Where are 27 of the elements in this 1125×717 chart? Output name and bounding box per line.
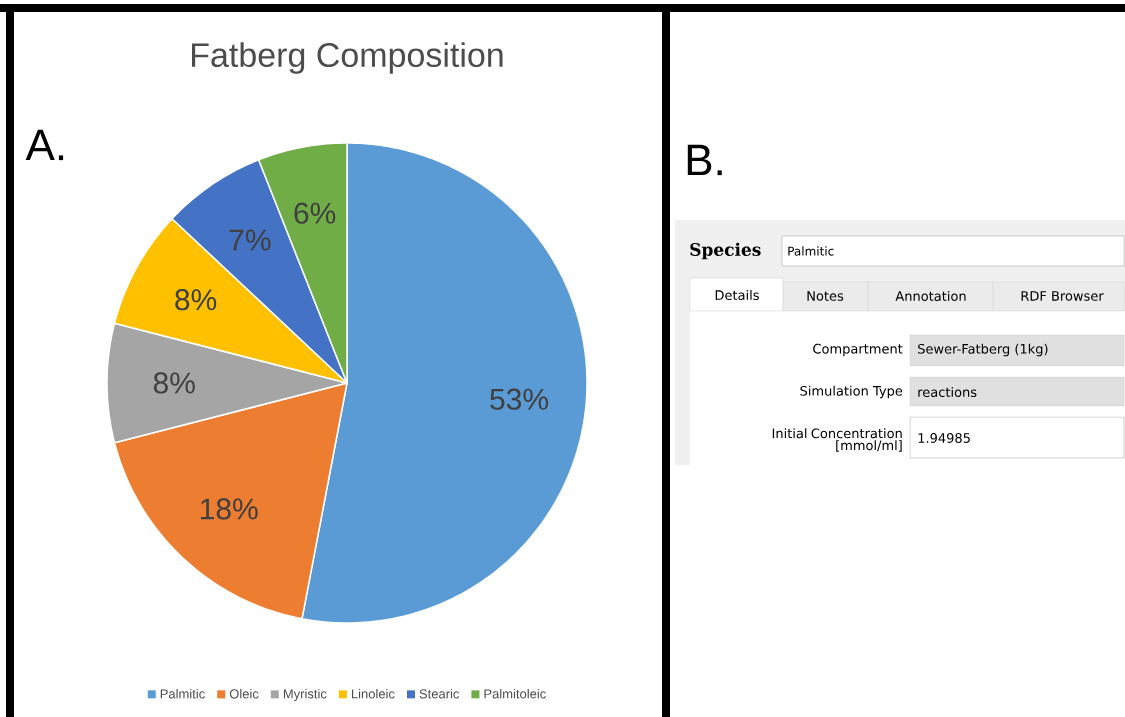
text: Simulation Type — [800, 385, 903, 399]
legend-label: Myristic — [283, 688, 327, 702]
legend-label: Stearic — [419, 688, 460, 699]
data-label: 53% — [490, 388, 548, 410]
data-label: 6% — [294, 202, 336, 224]
text: Initial Concentration [mmol/ml] — [772, 428, 902, 452]
text: B. — [687, 144, 722, 176]
legend-label: Oleic — [229, 688, 259, 699]
text: Notes — [807, 291, 844, 301]
text: Palmitic — [788, 246, 834, 256]
text: Species — [690, 242, 761, 260]
chart-title: Fatberg Composition — [192, 42, 503, 74]
text: A. — [25, 129, 64, 161]
data-label: 8% — [153, 372, 195, 394]
legend-label: Palmitic — [160, 688, 205, 699]
text: Sewer-Fatberg (1kg) — [918, 343, 1048, 357]
text: Compartment — [813, 343, 903, 357]
legend-label: Linoleic — [351, 688, 395, 699]
data-label: 18% — [200, 498, 258, 520]
text: 1.94985 — [918, 433, 970, 443]
text: Details — [715, 289, 759, 301]
data-label: 8% — [175, 289, 217, 311]
legend-label: Palmitoleic — [484, 688, 546, 699]
text: RDF Browser — [1021, 291, 1104, 301]
text: reactions — [918, 386, 977, 398]
text: Annotation — [895, 290, 966, 302]
data-label: 7% — [229, 229, 271, 251]
